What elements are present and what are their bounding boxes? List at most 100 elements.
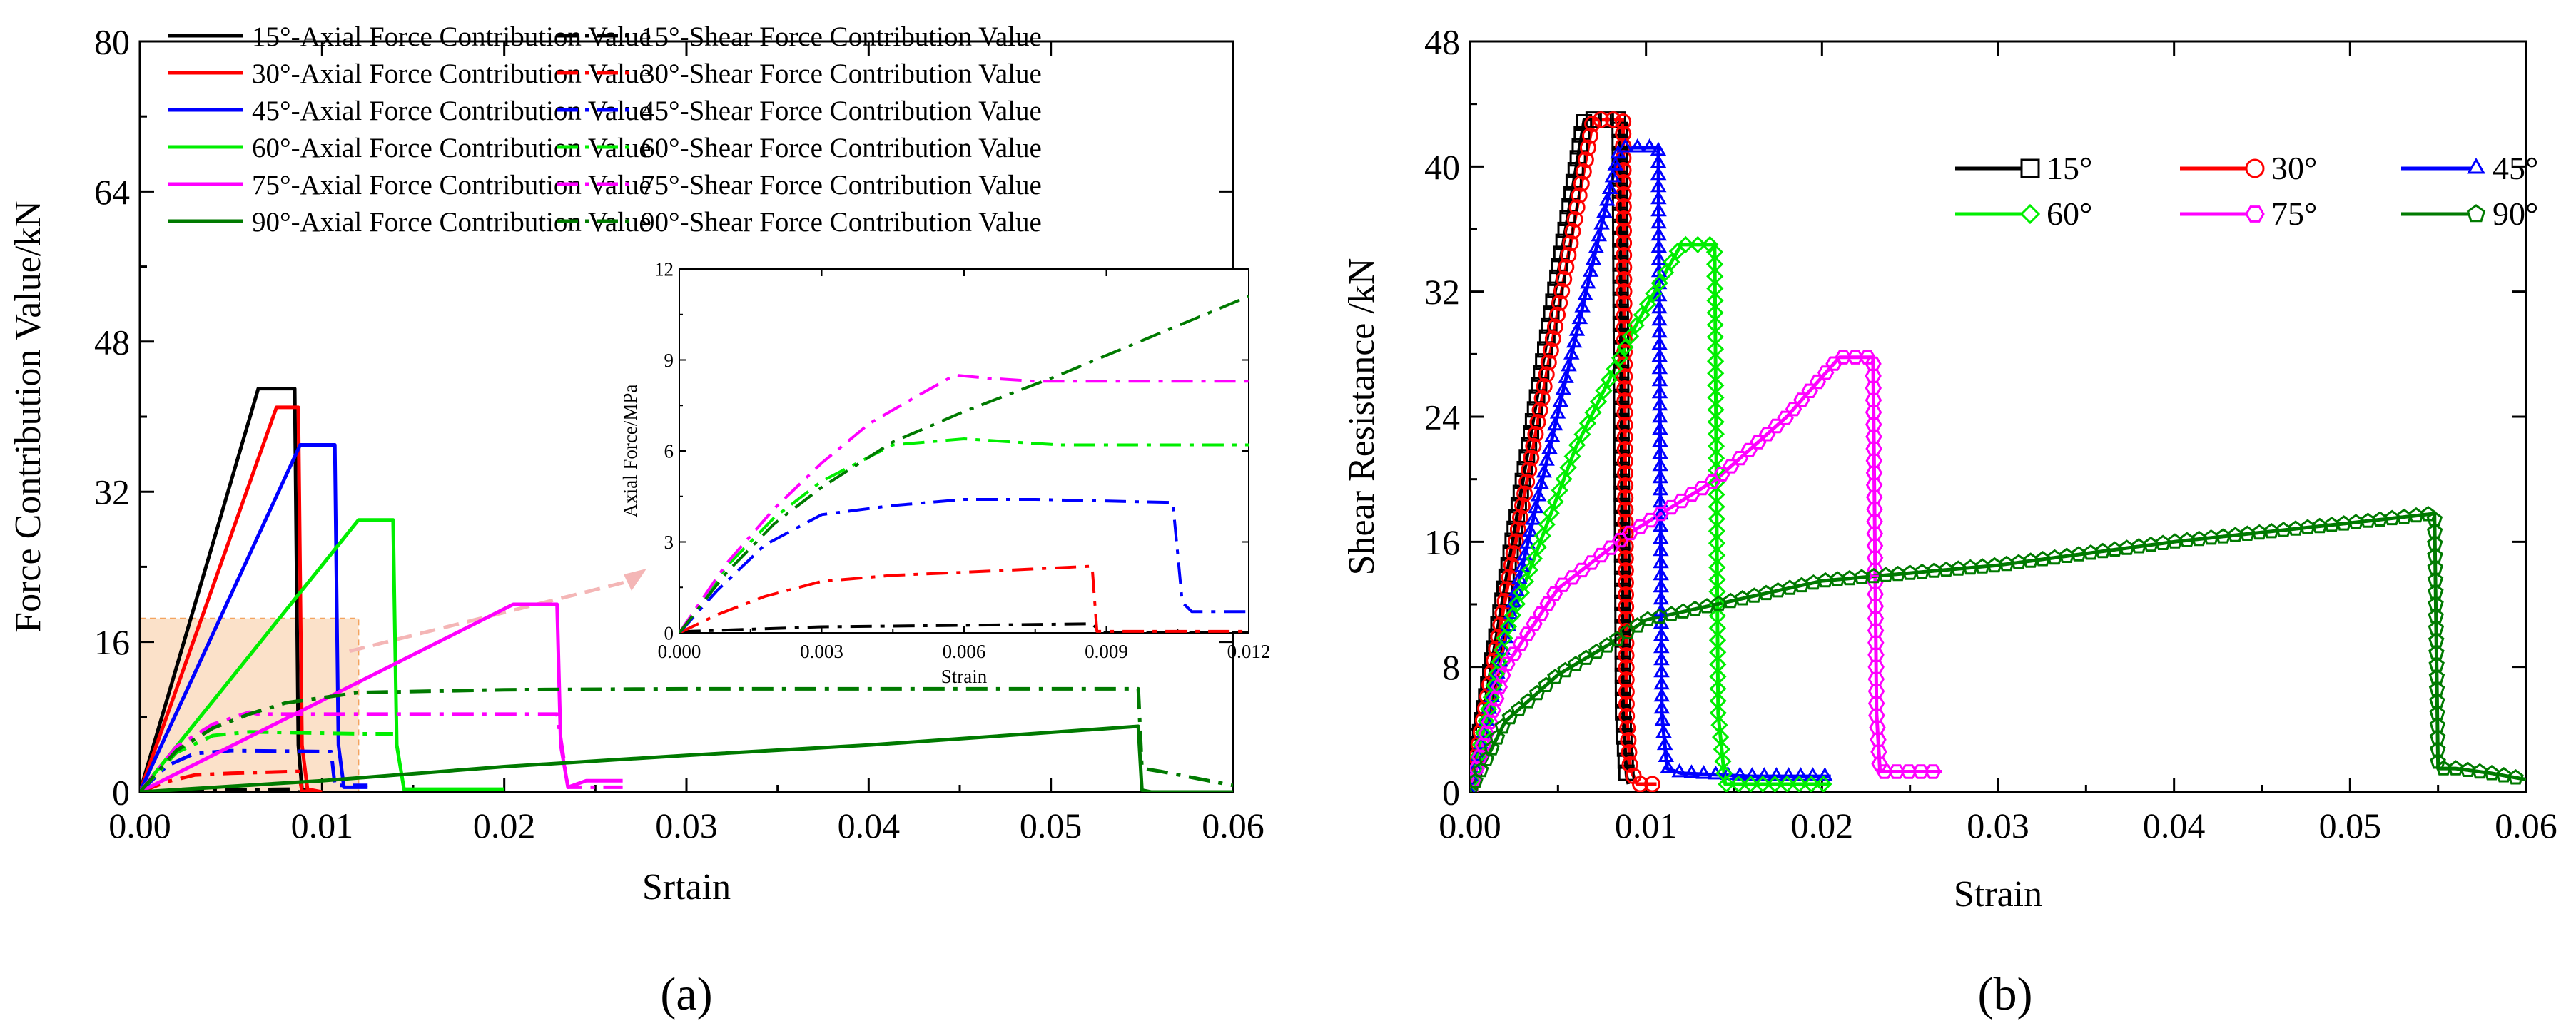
- legend-item-75deg-shear-force-contribution-value: 75°-Shear Force Contribution Value: [557, 170, 1042, 200]
- data-marker: [1566, 333, 1583, 348]
- legend-item-60deg-axial-force-contribution-value: 60°-Axial Force Contribution Value: [168, 133, 651, 163]
- data-marker: [1660, 759, 1676, 773]
- legend-label: 60°-Axial Force Contribution Value: [252, 133, 651, 163]
- data-marker: [1638, 295, 1657, 313]
- data-marker: [2495, 767, 2512, 783]
- x-tick-label: 0.03: [655, 806, 718, 845]
- data-marker: [1577, 286, 1593, 300]
- legend-label: 60°-Shear Force Contribution Value: [641, 133, 1042, 163]
- data-marker: [1571, 187, 1588, 204]
- data-marker: [1876, 764, 1893, 779]
- data-marker: [1531, 402, 1548, 419]
- data-marker: [1706, 268, 1724, 285]
- data-marker: [1527, 499, 1544, 514]
- data-marker: [1633, 306, 1650, 324]
- data-marker: [1778, 775, 1796, 792]
- series-line-90deg-shear: [679, 295, 1249, 633]
- data-marker: [1707, 401, 1725, 419]
- data-marker: [1621, 756, 1638, 773]
- series-line-45deg-shear-force-contribution-value: [140, 748, 368, 792]
- x-axis-label: Srtain: [642, 867, 731, 908]
- data-marker: [1538, 452, 1555, 466]
- data-marker: [2448, 760, 2464, 776]
- data-marker: [1484, 688, 1500, 702]
- y-tick-label: 16: [94, 622, 130, 662]
- data-marker: [1817, 767, 1833, 781]
- data-marker: [1488, 640, 1505, 657]
- data-marker: [1541, 440, 1558, 454]
- data-marker: [1563, 345, 1580, 360]
- legend-label: 30°-Shear Force Contribution Value: [641, 59, 1042, 89]
- data-marker: [1525, 437, 1542, 454]
- data-marker: [1584, 116, 1601, 133]
- data-marker: [1706, 316, 1724, 334]
- data-marker: [1709, 668, 1727, 686]
- chart-b: 0.00 0.01 0.02 0.03 0.04 0.05 0.06 0 8 16 24 32 40 48…: [1342, 22, 2557, 915]
- x-tick-label: 0.00: [1439, 806, 1501, 845]
- series-line-30deg-shear-force-contribution-value: [140, 769, 313, 792]
- data-marker: [1708, 559, 1726, 577]
- legend-label: 15°-Shear Force Contribution Value: [641, 21, 1042, 52]
- legend-item-15deg-shear-force-contribution-value: 15°-Shear Force Contribution Value: [557, 21, 1042, 52]
- data-marker: [1805, 767, 1821, 781]
- y-tick-label: 9: [664, 350, 674, 371]
- legend-item-45deg: 45°: [2401, 150, 2538, 186]
- x-tick-label: 0.000: [658, 641, 701, 662]
- y-tick-label: 16: [1424, 522, 1460, 562]
- series-line-45deg-axial-force-contribution-value: [140, 443, 368, 792]
- series-line-90deg-axial-force-contribution-value: [140, 724, 1233, 792]
- data-marker: [1707, 377, 1725, 395]
- data-marker: [1563, 447, 1581, 465]
- data-marker: [1530, 487, 1547, 502]
- data-marker: [1538, 515, 1556, 534]
- y-tick-label: 8: [1442, 647, 1460, 687]
- data-marker: [1525, 511, 1541, 525]
- y-tick-label: 48: [94, 322, 130, 362]
- y-tick-label: 0: [112, 773, 130, 813]
- data-marker: [1611, 349, 1629, 367]
- data-marker: [1496, 629, 1513, 647]
- data-marker: [1490, 629, 1507, 646]
- data-marker: [1470, 783, 1479, 792]
- legend-marker: [2466, 204, 2486, 223]
- data-marker: [1708, 534, 1726, 552]
- data-marker: [1653, 699, 1670, 714]
- series-markers-75deg: [1470, 350, 1942, 792]
- data-marker: [1835, 350, 1852, 365]
- data-marker: [1706, 352, 1725, 370]
- data-marker: [1629, 138, 1646, 153]
- x-tick-label: 0.04: [2143, 806, 2206, 845]
- data-marker: [1575, 163, 1592, 180]
- y-tick-label: 80: [94, 22, 130, 62]
- data-marker: [1561, 357, 1577, 372]
- data-marker: [1708, 486, 1725, 504]
- data-marker: [1589, 392, 1608, 410]
- data-marker: [1494, 668, 1511, 683]
- y-tick-label: 64: [94, 172, 130, 212]
- data-marker: [1802, 775, 1820, 792]
- legend-label: 45°-Shear Force Contribution Value: [641, 96, 1042, 126]
- legend-label: 30°: [2271, 150, 2317, 186]
- y-tick-label: 32: [94, 472, 130, 512]
- legend-item-15deg-axial-force-contribution-value: 15°-Axial Force Contribution Value: [168, 21, 651, 52]
- data-marker: [1582, 263, 1599, 277]
- panel-a-label: (a): [660, 968, 712, 1020]
- legend-label: 30°-Axial Force Contribution Value: [252, 59, 651, 89]
- data-marker: [1529, 414, 1546, 431]
- data-marker: [1574, 298, 1591, 313]
- data-marker: [1533, 475, 1550, 489]
- data-marker: [1815, 775, 1832, 792]
- data-marker: [1549, 405, 1566, 419]
- legend-item-45deg-axial-force-contribution-value: 45°-Axial Force Contribution Value: [168, 96, 651, 126]
- series-group: [140, 387, 1233, 792]
- legend-item-90deg-axial-force-contribution-value: 90°-Axial Force Contribution Value: [168, 207, 651, 238]
- x-tick-label: 0.012: [1227, 641, 1271, 662]
- data-marker: [1509, 521, 1526, 538]
- x-tick-label: 0.01: [291, 806, 354, 845]
- legend-item-75deg: 75°: [2180, 195, 2317, 232]
- data-marker: [1500, 617, 1517, 631]
- data-marker: [1780, 767, 1797, 781]
- data-marker: [1470, 772, 1484, 788]
- data-marker: [1718, 775, 1735, 792]
- data-marker: [1580, 274, 1596, 289]
